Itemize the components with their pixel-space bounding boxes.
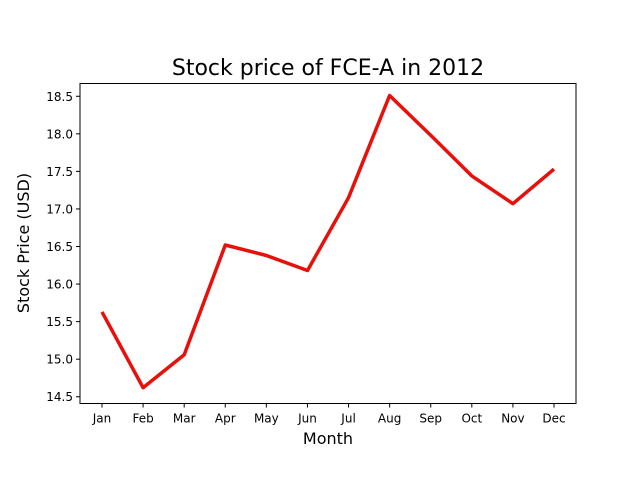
x-tick-label: Mar <box>173 412 196 426</box>
y-tick-label: 16.5 <box>46 240 73 254</box>
y-tick-label: 16.0 <box>46 278 73 292</box>
y-tick-label: 17.0 <box>46 202 73 216</box>
x-axis: Jan Feb Mar Apr May Jun Jul Aug Sep Oct Nov Dec <box>92 403 566 426</box>
x-tick-label: Jun <box>297 412 317 426</box>
y-tick-label: 17.5 <box>46 165 73 179</box>
y-tick-label: 15.0 <box>46 353 73 367</box>
x-tick-label: Aug <box>378 412 401 426</box>
plot-series <box>100 93 556 390</box>
x-tick-label: Apr <box>215 412 236 426</box>
series-line <box>100 93 556 390</box>
x-tick-label: Nov <box>501 412 524 426</box>
x-axis-label: Month <box>303 429 353 448</box>
y-tick-label: 18.5 <box>46 90 73 104</box>
chart-title: Stock price of FCE-A in 2012 <box>172 56 484 81</box>
x-tick-label: May <box>254 412 279 426</box>
y-axis-label: Stock Price (USD) <box>14 173 33 313</box>
x-tick-label: Jul <box>340 412 355 426</box>
x-tick-label: Sep <box>419 412 442 426</box>
x-tick-label: Oct <box>461 412 482 426</box>
y-tick-label: 14.5 <box>46 390 73 404</box>
x-tick-label: Dec <box>542 412 565 426</box>
x-tick-label: Jan <box>92 412 112 426</box>
y-axis: 14.5 15.0 15.5 16.0 16.5 17.0 17.5 18.0 18.5 <box>46 90 80 404</box>
y-tick-label: 18.0 <box>46 127 73 141</box>
x-tick-label: Feb <box>132 412 153 426</box>
y-tick-label: 15.5 <box>46 315 73 329</box>
plot-area-frame <box>79 83 577 404</box>
